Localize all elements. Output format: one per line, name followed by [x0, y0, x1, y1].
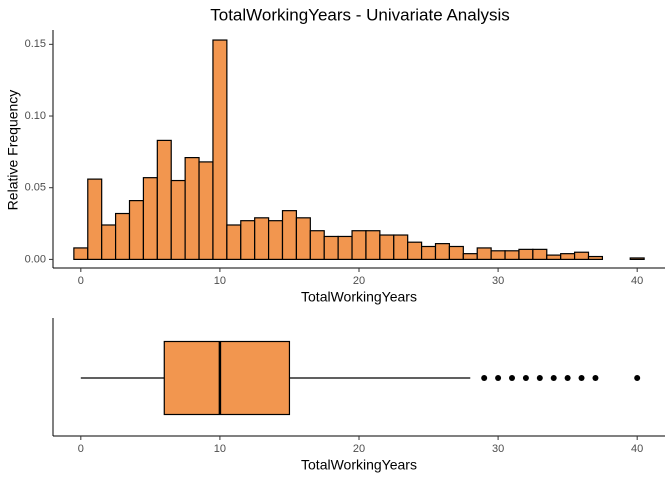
y-tick-label: 0.15	[25, 38, 46, 50]
box	[163, 340, 291, 416]
bar	[365, 230, 381, 260]
bar	[504, 250, 520, 260]
bar	[226, 224, 242, 260]
x-tick-label: 40	[631, 443, 643, 455]
bar	[476, 247, 492, 260]
outlier	[536, 375, 543, 381]
chart-title: TotalWorkingYears - Univariate Analysis	[210, 5, 510, 24]
outlier	[564, 375, 571, 381]
bar	[267, 220, 284, 260]
bar	[101, 224, 117, 260]
outlier	[481, 375, 488, 381]
y-tick-label: 0.05	[25, 182, 46, 194]
x-tick-label: 0	[78, 275, 84, 287]
bar	[573, 251, 590, 260]
bar	[281, 210, 298, 260]
bar	[560, 253, 576, 260]
bar	[170, 179, 186, 260]
bar	[128, 200, 145, 260]
bar	[420, 245, 437, 260]
x-tick-label: 30	[492, 275, 504, 287]
outlier	[634, 375, 641, 381]
x-tick-label: 30	[492, 443, 504, 455]
bar	[254, 217, 270, 260]
bar	[587, 255, 604, 260]
bar	[379, 234, 395, 260]
bar	[198, 161, 214, 260]
y-tick-label: 0.10	[25, 110, 46, 122]
outlier	[550, 375, 557, 381]
outlier	[522, 375, 529, 381]
bar	[184, 157, 200, 260]
x-tick-label: 40	[631, 275, 643, 287]
bar	[393, 234, 409, 260]
outlier	[578, 375, 585, 381]
bar	[295, 217, 311, 260]
x-tick-label: 0	[78, 443, 84, 455]
bar	[309, 230, 325, 260]
bar	[448, 245, 464, 260]
bar	[142, 177, 158, 260]
bar	[490, 250, 506, 260]
bar	[532, 248, 548, 260]
x-axis-title: TotalWorkingYears	[301, 289, 417, 305]
bar	[87, 178, 103, 260]
bar	[156, 139, 172, 260]
bar	[73, 247, 89, 260]
outlier	[592, 375, 599, 381]
x-tick-label: 20	[353, 275, 365, 287]
outlier	[509, 375, 515, 381]
bar	[546, 254, 562, 260]
y-axis-title: Relative Frequency	[5, 90, 21, 211]
bar	[629, 257, 645, 260]
x-axis-title: TotalWorkingYears	[301, 457, 417, 473]
bar	[337, 235, 353, 260]
bar	[240, 220, 256, 260]
y-tick-label: 0.00	[25, 253, 46, 265]
bar	[323, 235, 339, 260]
bar	[518, 248, 534, 260]
bar	[351, 230, 367, 260]
x-tick-label: 10	[214, 443, 226, 455]
x-tick-label: 10	[214, 275, 226, 287]
bar	[407, 241, 423, 260]
bar	[114, 212, 131, 260]
bar	[212, 39, 228, 260]
bar	[462, 253, 478, 260]
x-tick-label: 20	[353, 443, 365, 455]
bar	[434, 243, 451, 260]
outlier	[495, 375, 502, 381]
